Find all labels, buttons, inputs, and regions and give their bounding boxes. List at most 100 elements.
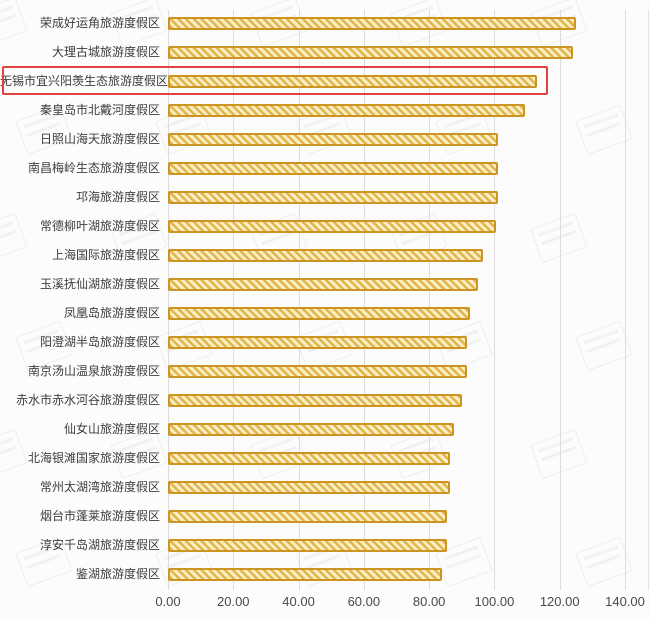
category-label: 阳澄湖半岛旅游度假区 [39,335,160,349]
bar [168,17,577,30]
chart-row: 日照山海天旅游度假区 [0,125,650,154]
chart-row: 凤凰岛旅游度假区 [0,299,650,328]
gridline [429,10,431,590]
category-label: 北海银滩国家旅游度假区 [27,451,160,465]
x-axis: 0.00 20.00 40.00 60.00 80.00 100.00 120.00 140.… [0,592,650,614]
chart-row: 烟台市蓬莱旅游度假区 [0,502,650,531]
category-label: 秦皇岛市北戴河度假区 [39,103,160,117]
chart-row: 常德柳叶湖旅游度假区 [0,212,650,241]
bar-track [168,241,650,270]
category-label: 常德柳叶湖旅游度假区 [39,219,160,233]
bar-track [168,38,650,67]
bar [168,75,537,88]
bar-track [168,560,650,589]
chart-row: 阳澄湖半岛旅游度假区 [0,328,650,357]
bar-track [168,212,650,241]
bar [168,510,448,523]
chart-row: 上海国际旅游度假区 [0,241,650,270]
chart-row: 南昌梅岭生态旅游度假区 [0,154,650,183]
x-tick-label: 20.00 [217,594,250,609]
bar-track [168,328,650,357]
bar [168,539,448,552]
x-tick-label: 120.00 [539,594,580,609]
x-tick-label: 0.00 [155,594,181,609]
bar [168,133,498,146]
bar-track [168,299,650,328]
category-label: 大理古城旅游度假区 [51,45,160,59]
bar [168,481,451,494]
plot-right-edge [648,10,649,590]
bar-track [168,9,650,38]
category-label: 日照山海天旅游度假区 [39,132,160,146]
bar [168,365,467,378]
bar-track [168,125,650,154]
gridline [363,10,365,590]
bar-track [168,154,650,183]
gridline [559,10,561,590]
bar [168,307,470,320]
chart-row: 北海银滩国家旅游度假区 [0,444,650,473]
x-tick-label: 60.00 [347,594,381,609]
category-label: 荣成好运角旅游度假区 [39,16,160,30]
chart-row: 秦皇岛市北戴河度假区 [0,96,650,125]
x-tick-label: 140.00 [605,594,645,609]
bar [168,278,479,291]
category-label: 玉溪抚仙湖旅游度假区 [39,277,160,291]
category-label: 烟台市蓬莱旅游度假区 [39,509,160,523]
x-tick-label: 40.00 [282,594,315,609]
chart-row: 邛海旅游度假区 [0,183,650,212]
chart-row: 赤水市赤水河谷旅游度假区 [0,386,650,415]
bar-track [168,96,650,125]
bar [168,162,498,175]
bar [168,191,498,204]
bar-track [168,270,650,299]
chart-rows: 荣成好运角旅游度假区大理古城旅游度假区无锡市宜兴阳羡生态旅游度假区秦皇岛市北戴河… [0,9,650,589]
bar [168,452,451,465]
bar [168,104,526,117]
bar-track [168,531,650,560]
category-label: 鉴湖旅游度假区 [75,567,160,581]
chart-row: 玉溪抚仙湖旅游度假区 [0,270,650,299]
bar-track [168,502,650,531]
bar-track [168,444,650,473]
category-label: 赤水市赤水河谷旅游度假区 [15,393,160,407]
category-label: 淳安千岛湖旅游度假区 [39,538,160,552]
category-label: 凤凰岛旅游度假区 [63,306,160,320]
gridline [233,10,235,590]
category-label: 无锡市宜兴阳羡生态旅游度假区 [0,74,169,88]
bar [168,336,467,349]
category-label: 仙女山旅游度假区 [63,422,160,436]
bar-track [168,183,650,212]
bar [168,568,443,581]
gridline [298,10,300,590]
bar [168,249,483,262]
chart-row: 仙女山旅游度假区 [0,415,650,444]
chart-row: 淳安千岛湖旅游度假区 [0,531,650,560]
chart-row: 无锡市宜兴阳羡生态旅游度假区 [0,66,650,96]
bar [168,220,497,233]
chart-row: 鉴湖旅游度假区 [0,560,650,589]
bar [168,46,573,59]
x-tick-label: 80.00 [412,594,446,609]
chart-row: 常州太湖湾旅游度假区 [0,473,650,502]
category-label: 南昌梅岭生态旅游度假区 [27,161,160,175]
bar-track [168,386,650,415]
chart-row: 荣成好运角旅游度假区 [0,9,650,38]
category-label: 南京汤山温泉旅游度假区 [27,364,160,378]
chart-row: 南京汤山温泉旅游度假区 [0,357,650,386]
gridline [494,10,496,590]
x-tick-label: 100.00 [474,594,515,609]
gridline [625,10,626,590]
chart-row: 大理古城旅游度假区 [0,38,650,67]
category-label: 邛海旅游度假区 [75,190,160,204]
category-label: 常州太湖湾旅游度假区 [39,480,160,494]
bar-track [168,357,650,386]
bar [168,394,462,407]
bar-track [168,67,650,96]
bar-track [168,415,650,444]
gridline [168,10,169,590]
plot-area [0,6,650,590]
bar [168,423,454,436]
bar-track [168,473,650,502]
